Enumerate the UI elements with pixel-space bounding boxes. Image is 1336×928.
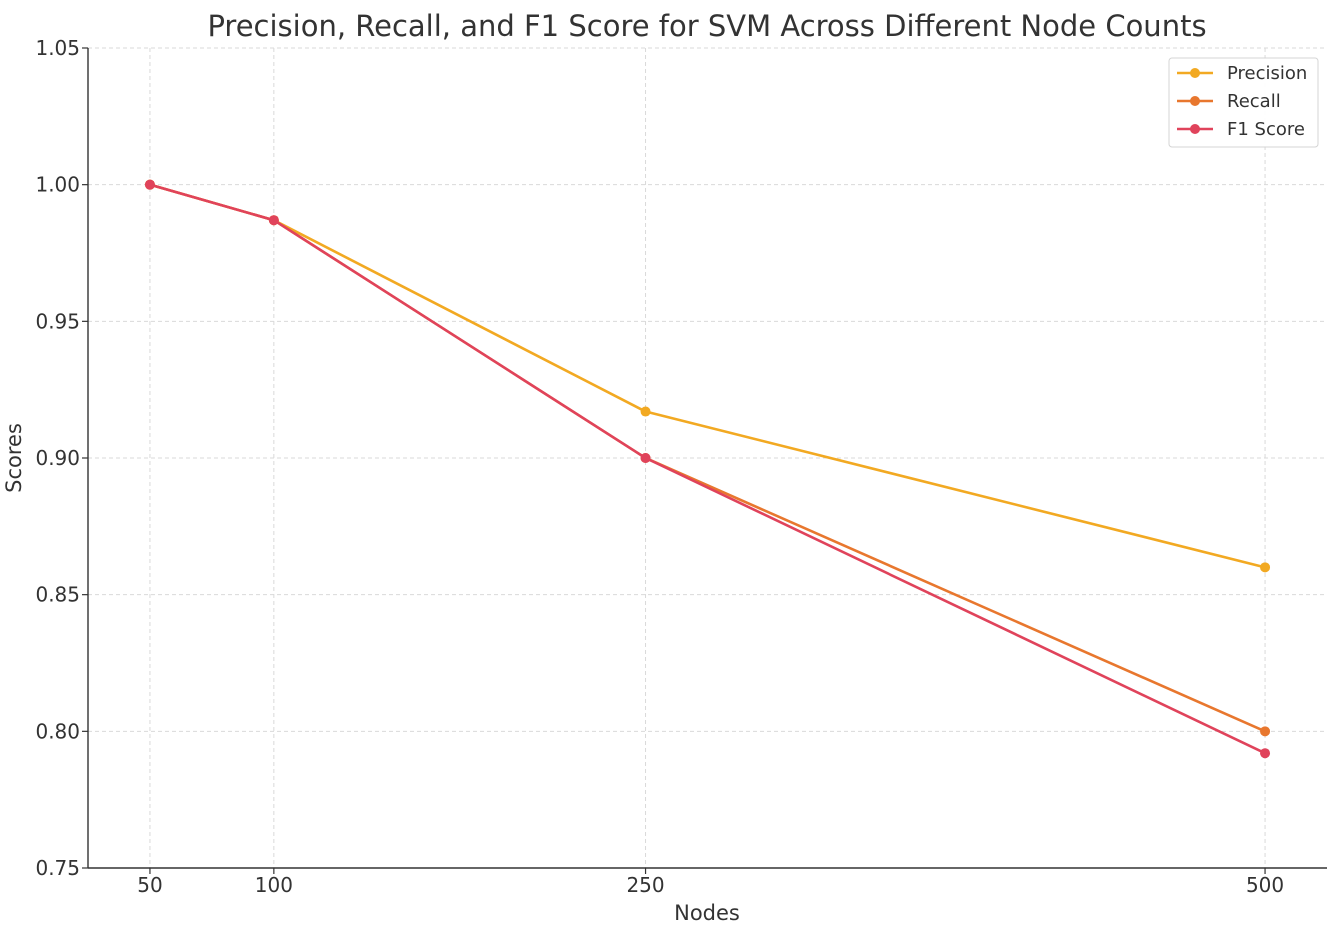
series-precision [144,179,1271,573]
tick-labels: 50 100 250 500 0.75 0.80 0.85 0.90 0.95 1.00 1.05 [35,36,1284,897]
legend-item-precision: Precision [1177,63,1307,84]
chart-title: Precision, Recall, and F1 Score for SVM … [207,9,1206,43]
f1-score-point [640,453,651,463]
legend-item-f1-score: F1 Score [1177,119,1305,140]
y-tick-label: 0.80 [35,719,80,743]
x-tick-label: 50 [137,873,162,897]
x-axis-label: Nodes [674,901,740,925]
precision-point [640,406,651,417]
legend-frame [1168,57,1319,148]
y-tick-label: 1.00 [35,173,80,197]
y-axis-label: Scores [2,423,26,493]
y-tick-label: 0.85 [35,583,80,607]
legend-swatch-marker [1190,124,1200,134]
y-tick-label: 0.90 [35,446,80,470]
series-f1-score [144,179,1271,759]
legend-label: Recall [1227,91,1281,112]
grid-lines [88,47,1327,869]
y-tick-label: 0.75 [35,856,80,880]
recall-point [1260,726,1271,737]
precision-line [149,183,1266,569]
f1-score-point [1260,748,1271,759]
y-tick-label: 0.95 [35,309,80,333]
x-tick-label: 250 [626,873,664,897]
f1-score-line [149,183,1266,755]
f1-score-point [268,215,279,226]
legend-swatch-marker [1190,96,1200,106]
legend: Precision Recall F1 Score [1168,57,1319,148]
series-lines [144,179,1271,759]
x-tick-label: 500 [1246,873,1284,897]
legend-label: Precision [1227,63,1307,84]
x-tick-label: 100 [255,873,293,897]
y-tick-label: 1.05 [35,36,80,60]
axes [82,47,1327,874]
f1-score-point [144,179,155,190]
legend-label: F1 Score [1227,119,1305,140]
legend-item-recall: Recall [1177,91,1281,112]
precision-point [1260,562,1271,573]
legend-swatch-marker [1190,68,1200,78]
